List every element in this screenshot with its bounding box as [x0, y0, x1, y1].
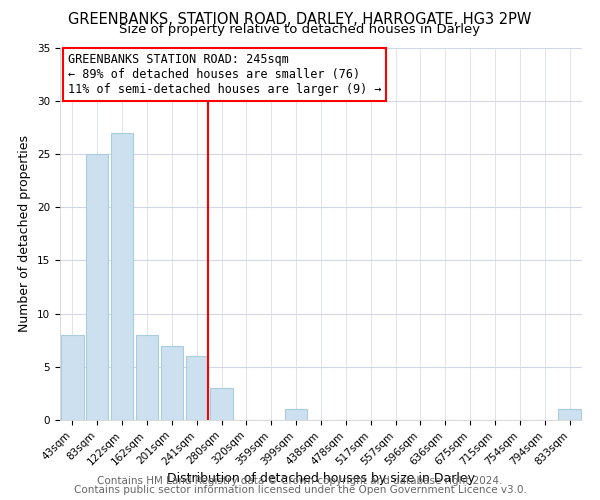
X-axis label: Distribution of detached houses by size in Darley: Distribution of detached houses by size …	[167, 472, 475, 485]
Bar	[185, 356, 208, 420]
Bar	[211, 388, 233, 420]
Bar	[111, 132, 133, 420]
Text: Size of property relative to detached houses in Darley: Size of property relative to detached ho…	[119, 22, 481, 36]
Text: Contains HM Land Registry data © Crown copyright and database right 2024.: Contains HM Land Registry data © Crown c…	[97, 476, 503, 486]
Bar	[61, 335, 83, 420]
Text: GREENBANKS, STATION ROAD, DARLEY, HARROGATE, HG3 2PW: GREENBANKS, STATION ROAD, DARLEY, HARROG…	[68, 12, 532, 28]
Y-axis label: Number of detached properties: Number of detached properties	[19, 135, 31, 332]
Bar	[559, 410, 581, 420]
Bar	[285, 410, 307, 420]
Bar	[136, 335, 158, 420]
Bar	[161, 346, 183, 420]
Text: Contains public sector information licensed under the Open Government Licence v3: Contains public sector information licen…	[74, 485, 526, 495]
Bar	[86, 154, 109, 420]
Text: GREENBANKS STATION ROAD: 245sqm
← 89% of detached houses are smaller (76)
11% of: GREENBANKS STATION ROAD: 245sqm ← 89% of…	[68, 53, 382, 96]
